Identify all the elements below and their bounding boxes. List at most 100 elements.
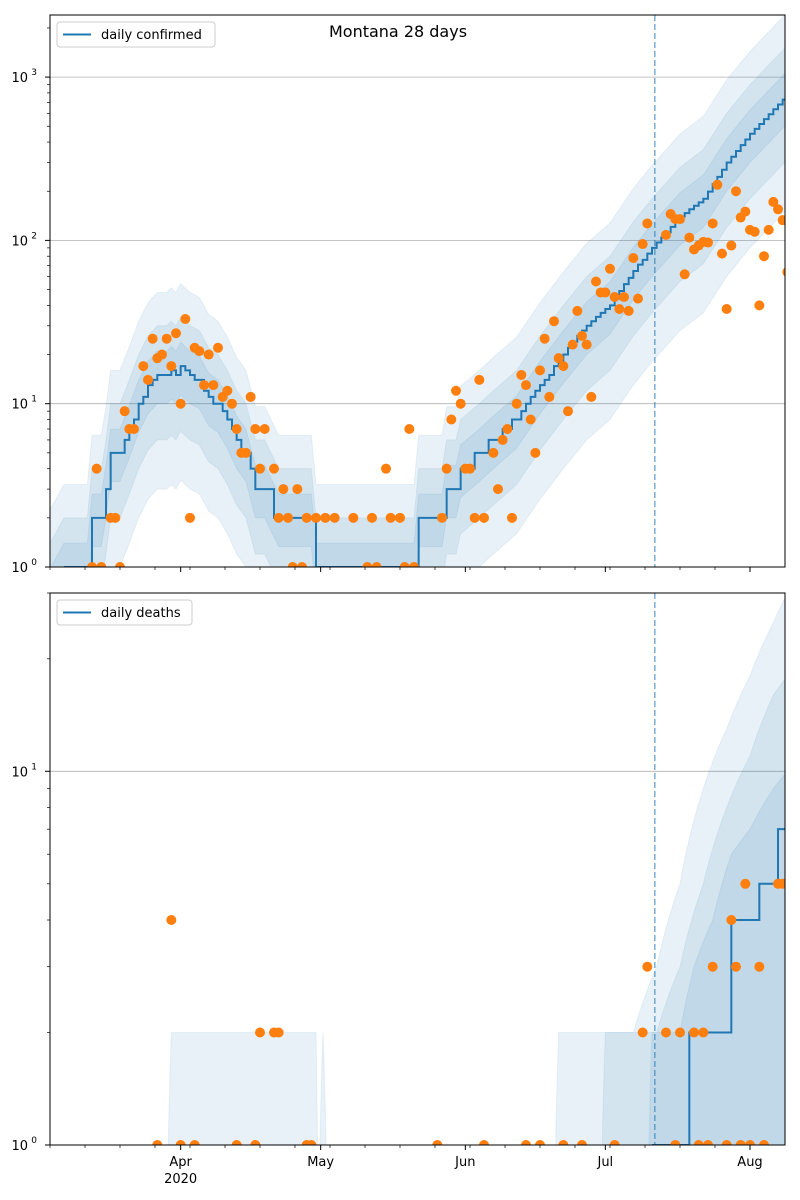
y-tick-exponent: 1 (31, 762, 37, 772)
data-point (637, 1027, 648, 1038)
data-point (689, 1027, 699, 1038)
data-point (96, 562, 107, 567)
data-point (129, 423, 139, 434)
data-point (469, 512, 480, 523)
data-point (572, 305, 583, 316)
axes-frame (49, 592, 786, 1146)
y-tick-label: 10 (11, 71, 28, 86)
data-point (675, 1027, 685, 1038)
data-point (619, 292, 629, 303)
data-point (362, 562, 373, 567)
data-point (544, 391, 555, 402)
data-point (409, 562, 419, 567)
data-point (143, 374, 153, 385)
data-point (535, 365, 545, 376)
data-point (670, 1140, 681, 1145)
data-point (642, 961, 653, 972)
data-point (199, 380, 209, 391)
data-point (633, 293, 643, 304)
data-point (577, 330, 587, 341)
data-point (180, 314, 191, 325)
data-point (119, 406, 130, 417)
data-point (558, 361, 569, 372)
data-point (208, 380, 219, 391)
data-point (231, 1140, 242, 1145)
data-point (395, 512, 405, 523)
plot-area (50, 15, 785, 567)
y-tick-label: 10 (11, 1139, 28, 1154)
data-point (539, 333, 550, 344)
data-point (115, 562, 125, 567)
data-point (385, 512, 396, 523)
data-point (213, 342, 223, 353)
data-point (399, 562, 410, 567)
data-point (745, 1140, 755, 1145)
confidence-band-3 (648, 773, 785, 1145)
y-tick-exponent: 3 (31, 68, 37, 78)
data-point (479, 512, 489, 523)
data-point (703, 1140, 713, 1145)
plot-area (152, 596, 785, 1145)
y-tick-exponent: 0 (31, 558, 37, 568)
data-point (726, 240, 737, 251)
data-point (717, 248, 727, 259)
x-tick-sublabel: 2020 (164, 1172, 197, 1187)
data-point (502, 423, 513, 434)
data-point (432, 1140, 443, 1145)
data-point (507, 512, 517, 523)
legend: daily confirmed (56, 21, 216, 48)
data-point (521, 1140, 531, 1145)
data-point (175, 398, 186, 409)
data-point (255, 1027, 265, 1038)
data-point (278, 484, 289, 495)
data-point (311, 512, 321, 523)
y-tick-label: 10 (11, 765, 28, 780)
data-point (227, 398, 237, 409)
data-point (474, 374, 485, 385)
confidence-band-2 (601, 678, 785, 1145)
data-point (754, 300, 765, 311)
data-point (521, 380, 531, 391)
data-point (273, 1027, 284, 1038)
data-point (591, 276, 601, 287)
legend-label: daily deaths (101, 606, 181, 621)
data-point (614, 304, 625, 315)
data-point (763, 224, 774, 235)
data-point (166, 915, 177, 926)
data-point (754, 961, 765, 972)
data-point (157, 349, 167, 360)
data-point (530, 447, 541, 458)
data-point (749, 226, 760, 237)
data-point (782, 267, 785, 277)
data-point (404, 423, 415, 434)
data-point (479, 1140, 489, 1145)
data-point (558, 1140, 569, 1145)
data-point (642, 218, 653, 229)
data-point (735, 1140, 746, 1145)
data-point (698, 1027, 709, 1038)
y-tick-exponent: 2 (31, 231, 37, 241)
data-point (255, 463, 265, 474)
data-point (259, 423, 270, 434)
data-point (511, 398, 522, 409)
data-point (269, 463, 279, 474)
data-point (241, 447, 251, 458)
data-point (609, 1140, 620, 1145)
data-point (623, 305, 634, 316)
data-point (138, 361, 149, 372)
data-point (147, 333, 158, 344)
median-line (652, 828, 785, 1145)
data-point (731, 186, 741, 197)
data-point (297, 562, 307, 567)
data-point (301, 512, 312, 523)
data-point (175, 1140, 186, 1145)
data-point (563, 406, 573, 417)
data-point (446, 414, 457, 425)
data-point (194, 346, 205, 357)
data-point (171, 328, 181, 339)
data-point (605, 263, 615, 274)
y-tick-label: 10 (11, 561, 28, 576)
x-tick-label: May (307, 1155, 334, 1170)
